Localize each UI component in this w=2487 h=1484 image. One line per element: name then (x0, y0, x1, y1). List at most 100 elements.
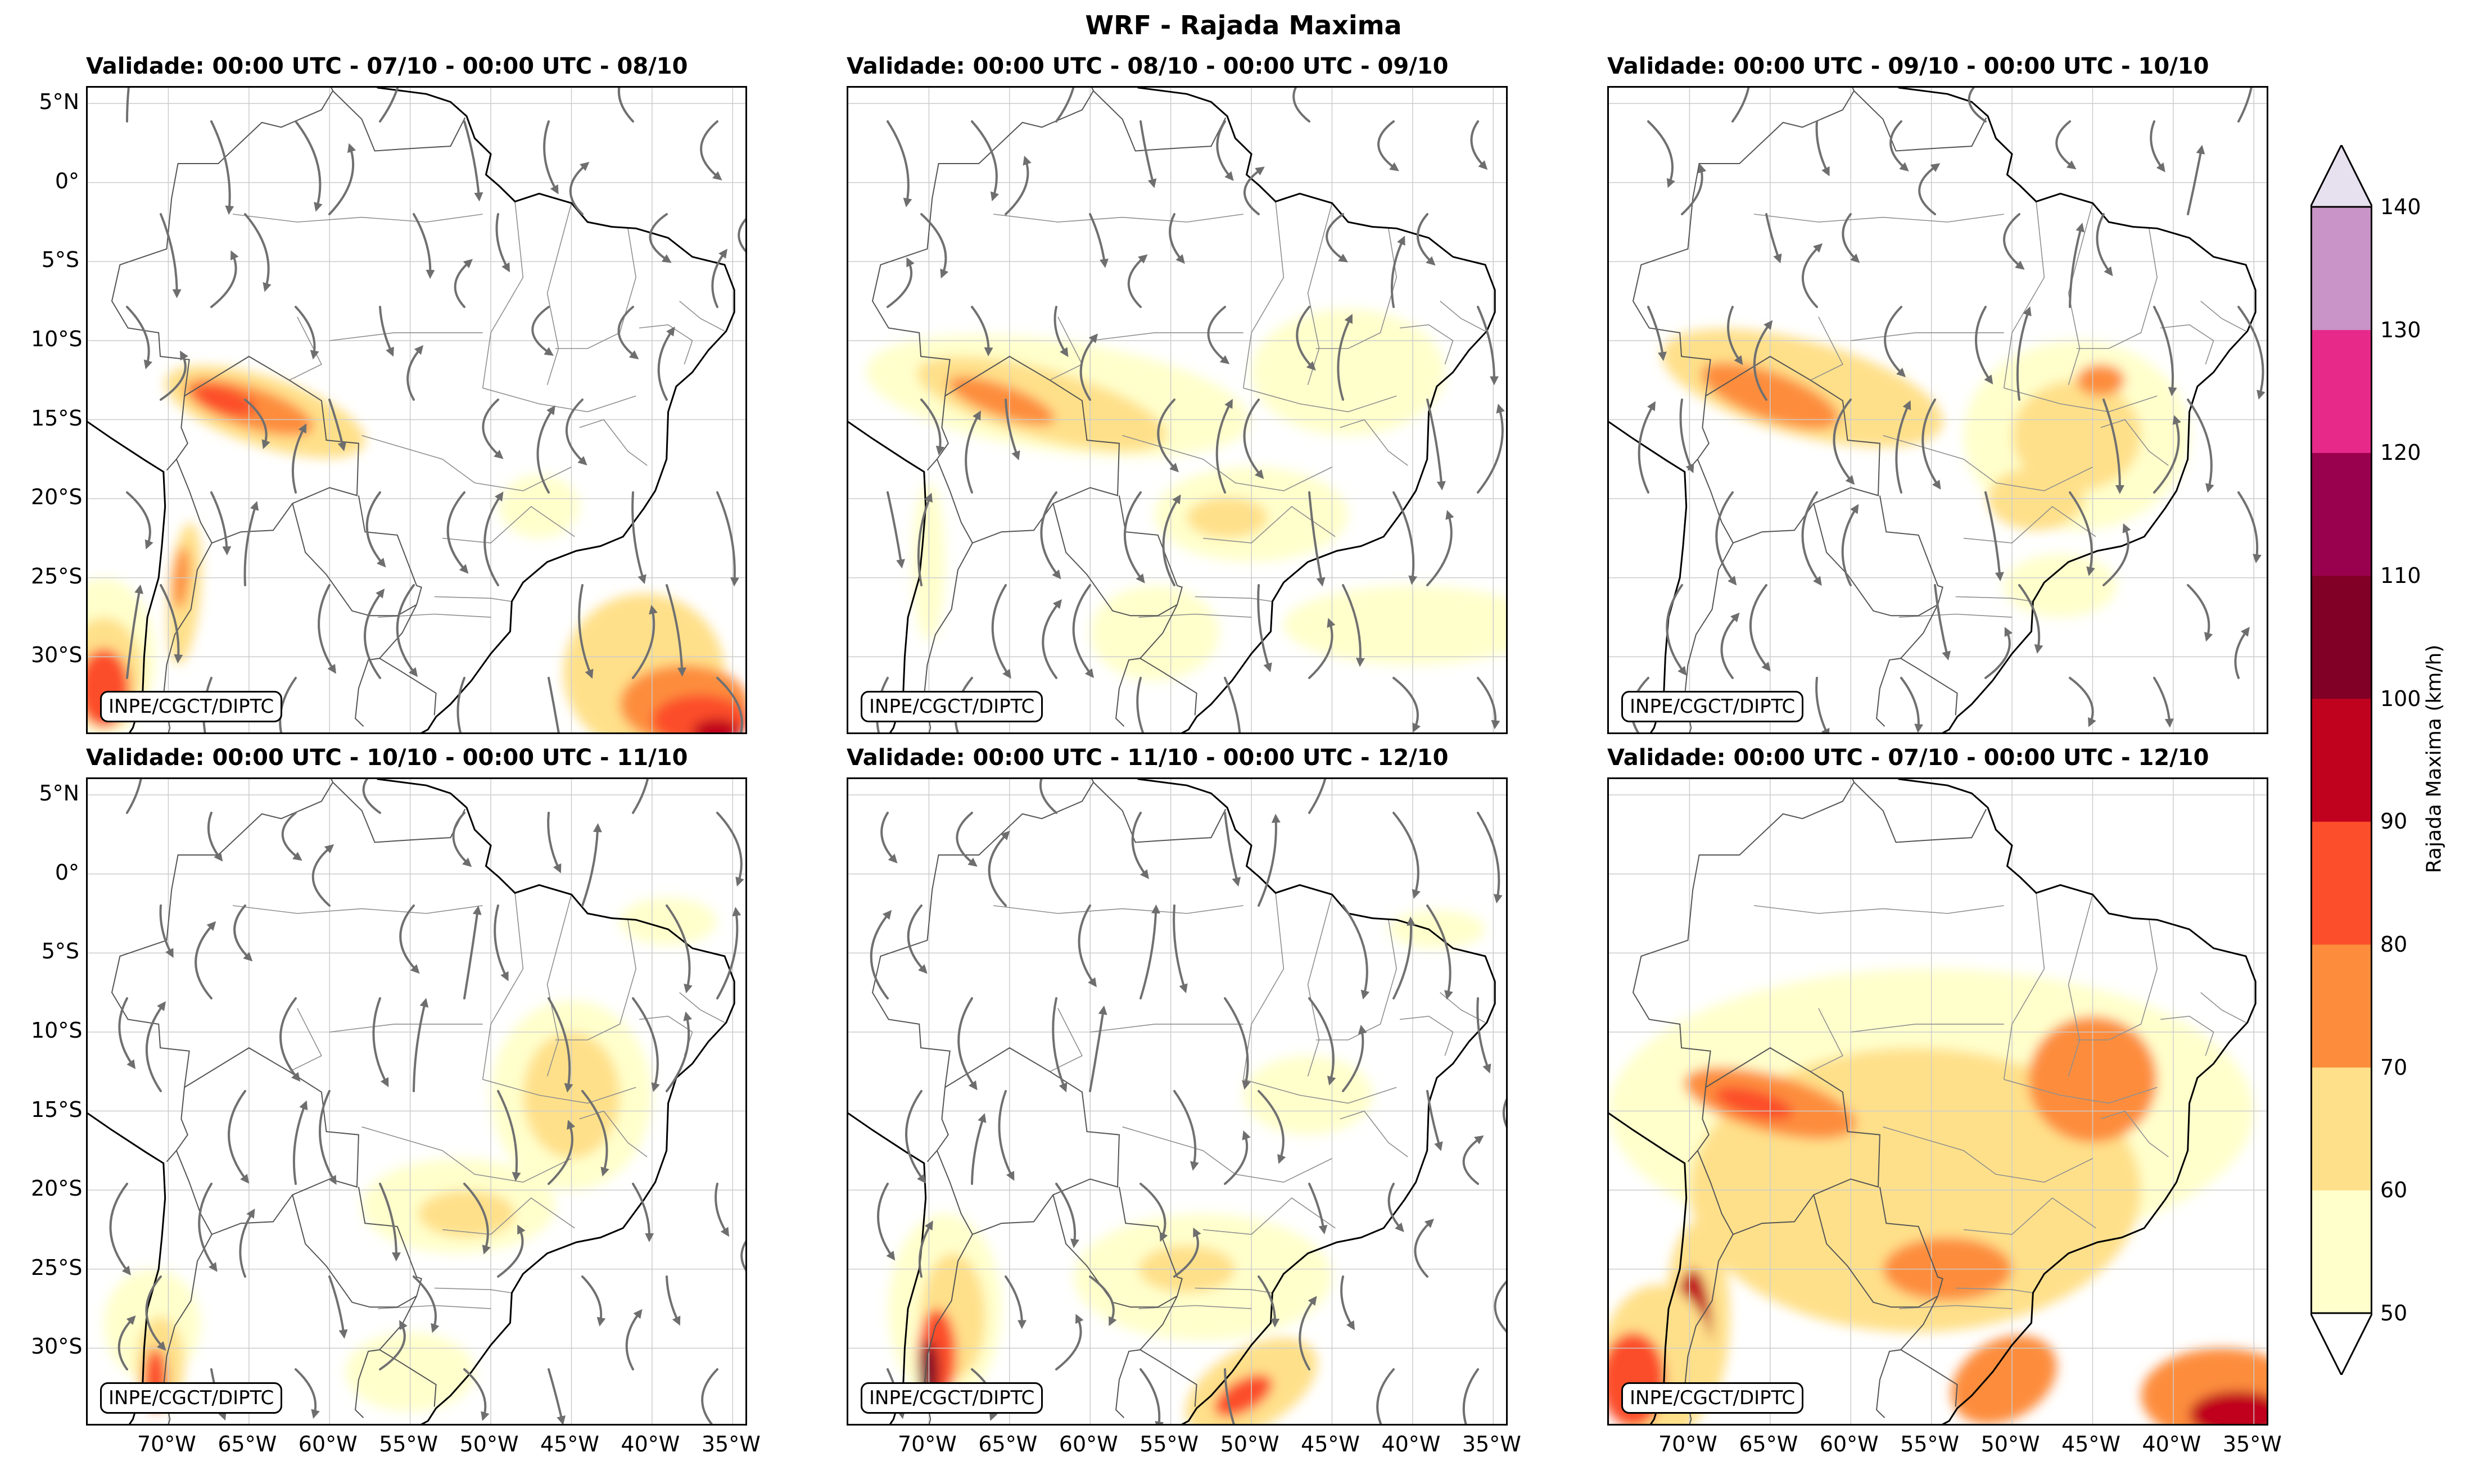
streamline (536, 405, 555, 494)
state-border (1122, 1126, 1332, 1183)
gust-area-50 (1251, 309, 1445, 436)
colorbar-bin (2310, 821, 2372, 945)
streamline (957, 997, 978, 1091)
streamline (1462, 1368, 1479, 1424)
colorbar-tick-label: 70 (2380, 1055, 2408, 1080)
streamline (887, 120, 912, 207)
streamline (1727, 306, 1743, 365)
streamline (1089, 213, 1109, 268)
streamline (1089, 1275, 1117, 1327)
streamline (1889, 120, 1909, 172)
streamline (2150, 120, 2165, 173)
streamline (1296, 306, 1316, 371)
map-canvas (1609, 779, 2267, 1424)
state-border (1090, 332, 1244, 341)
gust-area-90 (692, 718, 741, 732)
streamline (920, 399, 945, 455)
streamline (117, 1315, 136, 1370)
streamline (1749, 584, 1771, 672)
country-border (1900, 1296, 1938, 1350)
gust-area-90 (2189, 1391, 2267, 1424)
streamline (988, 830, 1010, 907)
streamline (531, 306, 554, 356)
coastline (88, 779, 735, 1424)
y-tick-label: 20°S (31, 1176, 83, 1201)
streamline (1815, 677, 1830, 732)
streamline (1123, 491, 1145, 583)
streamline (1127, 254, 1148, 308)
streamline (1417, 213, 1436, 266)
streamline (1089, 1005, 1107, 1092)
streamline (1900, 677, 1924, 732)
state-border (1851, 1024, 2004, 1033)
country-border (923, 1234, 973, 1424)
country-border (292, 495, 422, 617)
streamline (160, 350, 188, 401)
streamline (291, 423, 307, 494)
state-border (1399, 1015, 1454, 1056)
x-tick-label: 60°W (1819, 1432, 1879, 1456)
y-tick-label: 30°S (31, 1334, 83, 1359)
streamline (716, 812, 744, 887)
gust-area-70 (948, 376, 1055, 426)
wind-streamlines (1630, 88, 2266, 732)
panel-title: Validade: 00:00 UTC - 07/10 - 00:00 UTC … (86, 53, 688, 79)
streamline (1258, 813, 1281, 907)
streamline (2102, 523, 2131, 586)
streamline (1477, 677, 1500, 730)
gust-area-50 (620, 897, 717, 945)
streamline (1216, 120, 1234, 181)
state-border (546, 894, 572, 1076)
streamline (887, 257, 915, 308)
x-tick-label: 65°W (218, 1432, 277, 1456)
streamline (239, 1209, 255, 1278)
state-border (555, 228, 637, 349)
country-border (355, 658, 437, 727)
state-border (361, 435, 572, 491)
y-tick-label: 25°S (31, 1255, 83, 1280)
streamline (1292, 88, 1310, 123)
streamline (649, 213, 672, 263)
panel-title: Validade: 00:00 UTC - 08/10 - 00:00 UTC … (847, 53, 1449, 79)
streamline (1666, 584, 1687, 676)
gridlines (88, 88, 745, 732)
streamline (617, 306, 639, 360)
streamline (2187, 584, 2213, 642)
country-border (162, 542, 212, 732)
state-border (555, 920, 637, 1040)
state-border (329, 1024, 483, 1033)
streamline (1052, 997, 1068, 1093)
streamline (2237, 491, 2262, 564)
colorbar-bin (2310, 1190, 2372, 1314)
country-border (1093, 781, 1227, 843)
streamline (126, 88, 130, 123)
state-border (442, 1197, 575, 1235)
country-border (1876, 1349, 1958, 1418)
streamline (328, 143, 356, 215)
streamline (1224, 997, 1251, 1090)
gridlines (848, 779, 1506, 1424)
streamline (1679, 399, 1694, 473)
streamline (716, 677, 743, 732)
state-border (546, 203, 572, 385)
streamline (2016, 306, 2032, 401)
colorbar-label: Rajada Maxima (km/h) (2422, 644, 2446, 874)
streamline (998, 1090, 1015, 1181)
streamline (1842, 213, 1860, 263)
x-tick-label: 65°W (978, 1432, 1038, 1456)
streamline (1426, 904, 1453, 1000)
streamline (1426, 1090, 1443, 1151)
country-border (1115, 1349, 1197, 1418)
streamline (145, 1275, 166, 1351)
streamline (228, 1090, 250, 1184)
streamline (118, 997, 136, 1070)
country-border (1697, 355, 1880, 544)
gust-area-70 (2076, 364, 2125, 396)
streamline (1162, 494, 1181, 586)
coastline (848, 779, 1496, 1424)
streamline (1207, 306, 1230, 364)
colorbar-tick-label: 90 (2380, 809, 2408, 834)
x-tick-label: 70°W (897, 1432, 957, 1456)
credit-label: INPE/CGCT/DIPTC (100, 1382, 283, 1414)
state-border (2004, 1079, 2158, 1104)
